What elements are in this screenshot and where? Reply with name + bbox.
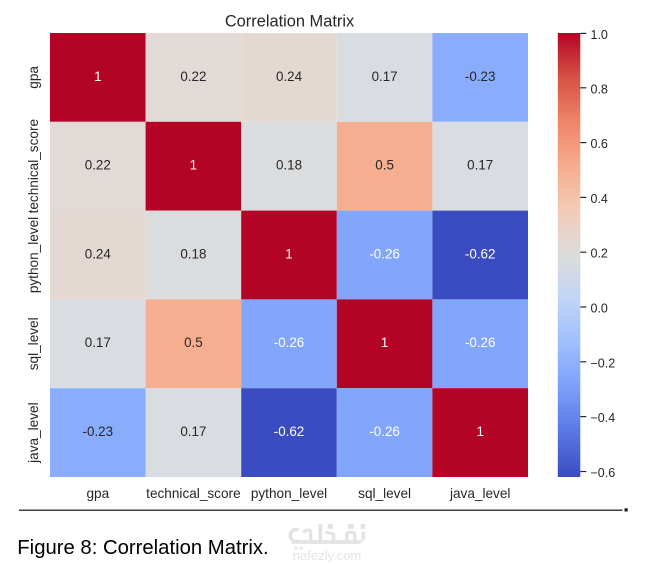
svg-text:Figure 8: Correlation Matrix.: Figure 8: Correlation Matrix. [17, 537, 268, 559]
svg-text:0.5: 0.5 [184, 335, 203, 350]
svg-text:0.17: 0.17 [180, 424, 206, 439]
svg-text:java_level: java_level [26, 402, 41, 463]
svg-text:0.24: 0.24 [276, 69, 303, 84]
svg-text:0.17: 0.17 [85, 335, 111, 350]
svg-text:0.6: 0.6 [591, 137, 608, 151]
svg-text:-0.26: -0.26 [274, 335, 305, 350]
svg-text:0.17: 0.17 [467, 158, 493, 173]
svg-text:-0.62: -0.62 [274, 424, 305, 439]
svg-text:-0.23: -0.23 [465, 69, 496, 84]
svg-text:technical_score: technical_score [146, 486, 240, 501]
svg-text:0.8: 0.8 [591, 82, 608, 96]
svg-text:1.0: 1.0 [591, 28, 608, 42]
svg-text:sql_level: sql_level [26, 317, 41, 370]
svg-text:−0.2: −0.2 [591, 356, 616, 370]
svg-text:1: 1 [381, 335, 388, 350]
svg-text:python_level: python_level [26, 217, 41, 293]
svg-text:-0.26: -0.26 [369, 424, 400, 439]
svg-text:-0.26: -0.26 [465, 335, 496, 350]
svg-text:0.18: 0.18 [180, 246, 206, 261]
svg-text:−0.6: −0.6 [591, 466, 616, 480]
svg-text:0.0: 0.0 [591, 302, 608, 316]
svg-text:0.24: 0.24 [85, 246, 112, 261]
svg-text:Correlation Matrix: Correlation Matrix [225, 12, 355, 30]
svg-text:nafezly.com: nafezly.com [293, 548, 361, 563]
svg-text:1: 1 [190, 158, 197, 173]
svg-text:gpa: gpa [86, 486, 109, 501]
svg-text:-0.23: -0.23 [83, 424, 114, 439]
svg-text:-0.26: -0.26 [369, 246, 400, 261]
svg-text:1: 1 [476, 424, 483, 439]
svg-text:gpa: gpa [26, 66, 41, 89]
svg-text:technical_score: technical_score [26, 119, 41, 213]
svg-text:java_level: java_level [449, 486, 510, 501]
svg-text:0.4: 0.4 [591, 192, 608, 206]
svg-text:-0.62: -0.62 [465, 246, 496, 261]
svg-text:0.5: 0.5 [375, 158, 394, 173]
svg-text:0.22: 0.22 [180, 69, 206, 84]
svg-text:sql_level: sql_level [358, 486, 411, 501]
svg-text:0.2: 0.2 [591, 247, 608, 261]
svg-text:0.17: 0.17 [372, 69, 398, 84]
svg-text:1: 1 [285, 246, 292, 261]
svg-text:python_level: python_level [251, 486, 327, 501]
svg-text:1: 1 [94, 69, 101, 84]
svg-text:0.18: 0.18 [276, 158, 302, 173]
svg-text:−0.4: −0.4 [591, 411, 616, 425]
svg-text:0.22: 0.22 [85, 158, 111, 173]
